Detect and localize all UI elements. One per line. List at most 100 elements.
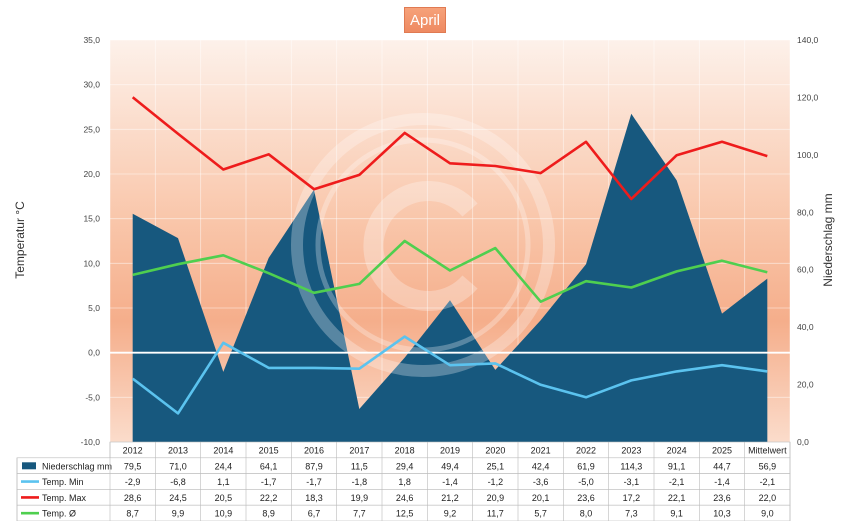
table-value-cell: 11,7 — [487, 509, 504, 519]
table-value-cell: 114,3 — [620, 461, 642, 471]
table-category-label: 2013 — [168, 446, 188, 456]
table-value-cell: 56,9 — [759, 461, 777, 471]
y-axis-right-ticks: 140,0 120,0 100,0 80,0 60,0 40,0 20,0 0,0 — [797, 35, 819, 447]
y-right-tick-label: 100,0 — [797, 150, 819, 160]
series-line-temp-max — [131, 96, 768, 201]
y-axis-left-ticks: 35,0 30,0 25,0 20,0 15,0 10,0 5,0 0,0 -5,0 -10,0 — [81, 35, 101, 447]
table-value-cell: 49,4 — [441, 461, 459, 471]
precipitation-area — [132, 113, 768, 443]
y-left-tick-label: 5,0 — [88, 303, 100, 313]
series-line-temp-min — [131, 335, 768, 415]
table-value-cell: 5,7 — [534, 509, 547, 519]
table-value-cell: 7,7 — [353, 509, 366, 519]
table-value-cell: 1,8 — [398, 477, 411, 487]
table-value-cell: -1,2 — [488, 477, 504, 487]
table-value-cell: 25,1 — [487, 461, 505, 471]
table-value-cell: -1,7 — [306, 477, 322, 487]
y-left-tick-label: 20,0 — [83, 169, 100, 179]
table-category-label: 2025 — [712, 446, 732, 456]
table-category-label: 2022 — [576, 446, 596, 456]
y-left-tick-label: 10,0 — [83, 258, 100, 268]
table-value-cell: 6,7 — [308, 509, 321, 519]
table-value-cell: 9,2 — [444, 509, 457, 519]
table-value-cell: 44,7 — [713, 461, 731, 471]
table-value-cell: 79,5 — [124, 461, 142, 471]
y-right-tick-label: 60,0 — [797, 265, 814, 275]
table-value-cell: 24,5 — [169, 493, 187, 503]
table-value-cell: 22,2 — [260, 493, 278, 503]
table-value-cell: 22,0 — [759, 493, 777, 503]
y-left-tick-label: -5,0 — [85, 392, 100, 402]
y-left-tick-label: 35,0 — [83, 35, 100, 45]
table-value-cell: 29,4 — [396, 461, 414, 471]
table-value-cell: -1,4 — [714, 477, 730, 487]
y-right-tick-label: 40,0 — [797, 322, 814, 332]
table-value-cell: 87,9 — [305, 461, 323, 471]
table-series-name: Temp. Max — [42, 493, 87, 503]
table-value-cell: 20,1 — [532, 493, 550, 503]
table-value-cell: 8,7 — [126, 509, 139, 519]
y-right-tick-label: 0,0 — [797, 437, 809, 447]
chart-title: April — [404, 7, 446, 33]
y-left-tick-label: -10,0 — [81, 437, 101, 447]
table-value-cell: 9,9 — [172, 509, 185, 519]
table-value-cell: -2,1 — [669, 477, 685, 487]
table-value-cell: -1,4 — [442, 477, 458, 487]
table-value-cell: 64,1 — [260, 461, 278, 471]
table-value-cell: -3,1 — [624, 477, 640, 487]
table-value-cell: -3,6 — [533, 477, 549, 487]
table-series-name: Niederschlag mm — [42, 461, 112, 471]
table-category-label: 2016 — [304, 446, 324, 456]
table-value-cell: 12,5 — [396, 509, 414, 519]
table-category-label: 2017 — [349, 446, 369, 456]
table-value-cell: 10,9 — [215, 509, 233, 519]
copyright-watermark — [291, 113, 555, 377]
y-right-tick-label: 140,0 — [797, 35, 819, 45]
table-series-name: Temp. Min — [42, 477, 84, 487]
table-value-cell: 24,6 — [396, 493, 414, 503]
table-value-cell: 23,6 — [577, 493, 595, 503]
table-value-cell: 71,0 — [169, 461, 187, 471]
table-category-label: 2020 — [485, 446, 505, 456]
table-value-cell: 23,6 — [713, 493, 731, 503]
y-right-tick-label: 120,0 — [797, 92, 819, 102]
table-category-label: 2015 — [259, 446, 279, 456]
table-value-cell: 22,1 — [668, 493, 686, 503]
y-right-tick-label: 20,0 — [797, 380, 814, 390]
table-category-label: 2012 — [123, 446, 143, 456]
table-value-cell: 18,3 — [305, 493, 323, 503]
y-left-tick-label: 25,0 — [83, 124, 100, 134]
precipitation-area-group — [132, 113, 768, 443]
table-category-label: 2014 — [213, 446, 233, 456]
table-value-cell: -6,8 — [170, 477, 186, 487]
y-left-tick-label: 15,0 — [83, 214, 100, 224]
table-category-label: 2023 — [621, 446, 641, 456]
table-value-cell: 28,6 — [124, 493, 142, 503]
y-right-tick-label: 80,0 — [797, 207, 814, 217]
table-value-cell: 42,4 — [532, 461, 550, 471]
table-value-cell: 20,9 — [487, 493, 505, 503]
data-table: 2012 2013 2014 2015 2016 2017 2018 2019 2020 2021… — [16, 441, 791, 521]
table-value-cell: 7,3 — [625, 509, 638, 519]
table-value-cell: 11,5 — [351, 461, 368, 471]
table-value-cell: -2,1 — [760, 477, 776, 487]
table-value-cell: -2,9 — [125, 477, 141, 487]
table-value-cell: -1,8 — [352, 477, 368, 487]
table-value-cell: 8,0 — [580, 509, 593, 519]
y-left-tick-label: 30,0 — [83, 80, 100, 90]
legend-key-area — [22, 462, 36, 470]
table-value-cell: 20,5 — [215, 493, 233, 503]
table-value-cell: 61,9 — [577, 461, 595, 471]
table-value-cell: 1,1 — [217, 477, 230, 487]
table-value-cell: 19,9 — [351, 493, 369, 503]
table-category-label: Mittelwert — [748, 446, 787, 456]
table-value-cell: 17,2 — [623, 493, 641, 503]
table-value-cell: 24,4 — [215, 461, 233, 471]
table-value-cell: 8,9 — [262, 509, 275, 519]
table-value-cell: 91,1 — [668, 461, 686, 471]
table-value-cell: -1,7 — [261, 477, 277, 487]
y-left-tick-label: 0,0 — [88, 348, 100, 358]
table-category-label: 2018 — [395, 446, 415, 456]
temperature-lines — [131, 96, 768, 415]
